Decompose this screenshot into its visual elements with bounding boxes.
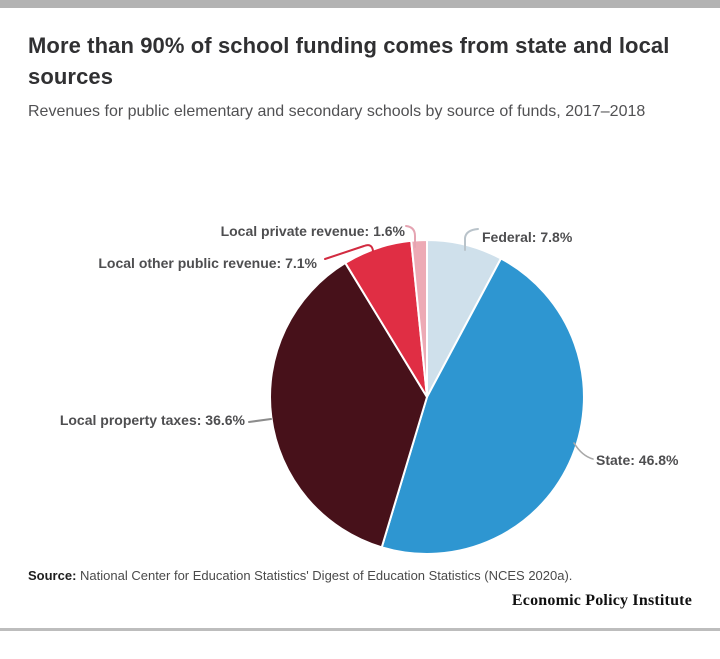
- epi-logo: Economic Policy Institute: [511, 592, 692, 609]
- source-label: Source:: [28, 568, 77, 583]
- chart-title: More than 90% of school funding comes fr…: [28, 33, 670, 89]
- slice-label-local-private-revenue: Local private revenue: 1.6%: [220, 223, 405, 239]
- callout-line-local-private-revenue: [405, 225, 416, 248]
- bottom-rule: [0, 628, 720, 631]
- callout-line-local-other-public-revenue: [324, 244, 374, 260]
- pie-slice-local-private-revenue: [410, 238, 428, 398]
- slice-label-federal: Federal: 7.8%: [482, 229, 573, 245]
- source-text: National Center for Education Statistics…: [80, 568, 573, 583]
- slice-label-local-other-public-revenue: Local other public revenue: 7.1%: [98, 255, 317, 271]
- callout-line-federal: [464, 228, 479, 251]
- chart-subtitle: Revenues for public elementary and secon…: [28, 103, 646, 120]
- pie-slice-state: [380, 257, 585, 555]
- source-note: Source: National Center for Education St…: [28, 567, 572, 584]
- callout-line-state: [573, 442, 594, 460]
- slice-label-local-property-taxes: Local property taxes: 36.6%: [59, 412, 245, 428]
- pie-slices: [269, 238, 585, 555]
- callout-line-local-property-taxes: [248, 418, 272, 423]
- slice-label-state: State: 46.8%: [596, 452, 679, 468]
- top-bar: [0, 0, 720, 8]
